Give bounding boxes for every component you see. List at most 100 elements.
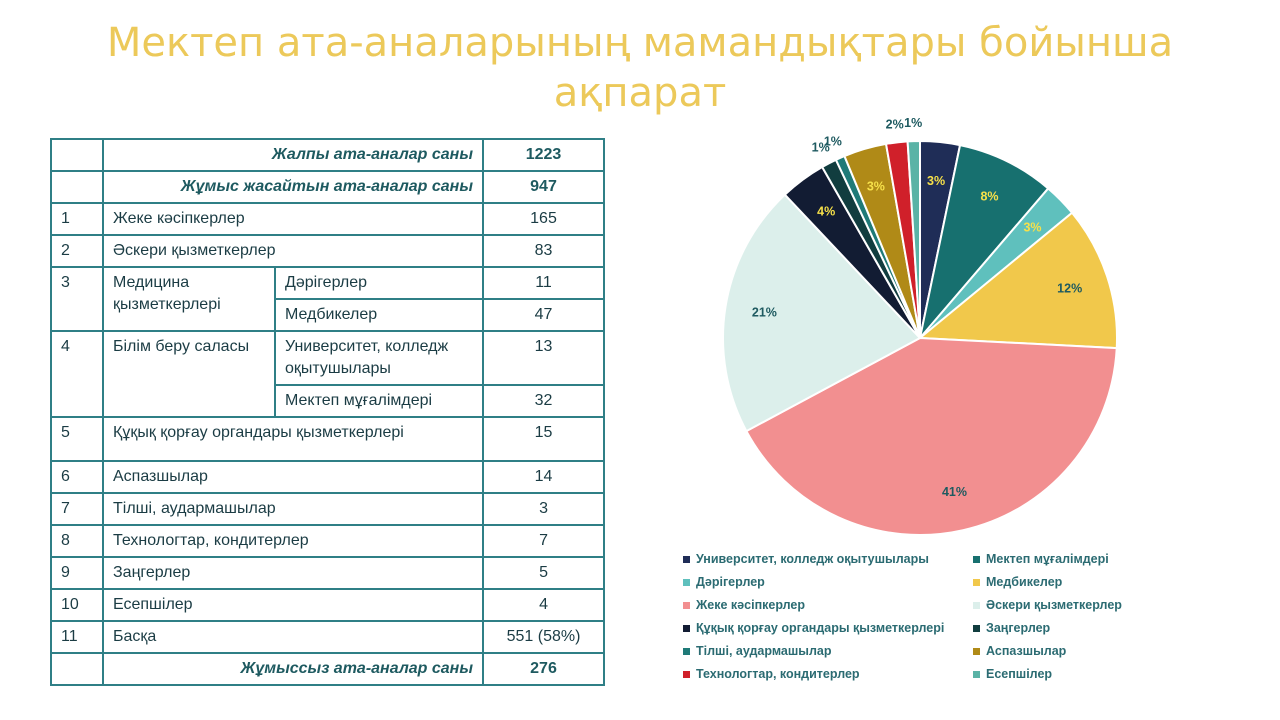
row-value: 14: [482, 460, 606, 494]
legend-item: Аспазшылар: [973, 640, 1173, 662]
row-value: 5: [482, 556, 606, 590]
unemployed-parents-label: Жұмыссыз ата-аналар саны: [101, 652, 485, 686]
total-parents-value: 1223: [482, 138, 606, 172]
row-number: 4: [50, 330, 104, 418]
legend-item: Мектеп мұғалімдері: [973, 548, 1173, 570]
pie-slice-data-label: 12%: [1057, 282, 1082, 296]
pie-slice: [917, 211, 1118, 350]
table-row: 4 Білім беру саласы Университет, колледж…: [50, 330, 606, 418]
pie-slice-data-label: 1%: [812, 140, 830, 154]
table-row: Мектеп мұғалімдері 32: [51, 384, 606, 418]
working-parents-value: 947: [482, 170, 606, 204]
pie-slice-data-label: 4%: [817, 204, 835, 218]
table-row: 9 Заңгерлер 5: [50, 556, 606, 590]
table-cell-empty: [50, 170, 104, 204]
row-value: 47: [482, 298, 606, 332]
legend-swatch: [973, 601, 980, 609]
professions-table: Жалпы ата-аналар саны 1223 Жұмыс жасайты…: [50, 138, 606, 686]
pie-slice-data-label: 1%: [824, 135, 842, 149]
chart-legend: Университет, колледж оқытушылары Мектеп м…: [683, 548, 1183, 685]
row-value: 83: [482, 234, 606, 268]
row-value: 165: [482, 202, 606, 236]
pie-slice-data-label: 41%: [942, 485, 967, 499]
table-cell-empty: [50, 652, 104, 686]
row-sublabel: Дәрігерлер: [273, 266, 485, 300]
row-sublabel: Мектеп мұғалімдері: [273, 384, 485, 418]
row-number: 9: [50, 556, 104, 590]
pie-chart: 3%8%3%12%41%21%4%1%1%3%2% 1%: [722, 118, 1118, 536]
pie-slice: [906, 139, 921, 339]
row-label: Заңгерлер: [101, 556, 485, 590]
row-label: Басқа: [101, 620, 485, 654]
legend-label: Технологтар, кондитерлер: [696, 667, 860, 681]
legend-label: Құқық қорғау органдары қызметкерлері: [696, 621, 945, 635]
table-row: 6 Аспазшылар 14: [50, 460, 606, 494]
table-row: 10 Есепшілер 4: [50, 588, 606, 622]
legend-label: Жеке кәсіпкерлер: [696, 598, 806, 612]
legend-label: Әскери қызметкерлер: [986, 598, 1122, 612]
row-label: Есепшілер: [101, 588, 485, 622]
pie-slice: [919, 143, 1050, 339]
row-value: 15: [482, 416, 606, 462]
table-row: Медбикелер 47: [51, 298, 606, 332]
row-label: Тілші, аудармашылар: [101, 492, 485, 526]
row-number: 5: [50, 416, 104, 462]
working-parents-label: Жұмыс жасайтын ата-аналар саны: [101, 170, 485, 204]
row-number: 10: [50, 588, 104, 622]
table-row: 8 Технологтар, кондитерлер 7: [50, 524, 606, 558]
row-number: 8: [50, 524, 104, 558]
legend-swatch: [683, 578, 690, 586]
page-title: Мектеп ата-аналарының мамандықтары бойын…: [106, 20, 1174, 116]
total-parents-label: Жалпы ата-аналар саны: [101, 138, 485, 172]
legend-label: Тілші, аудармашылар: [696, 644, 832, 658]
table-row-unemployed: Жұмыссыз ата-аналар саны 276: [50, 652, 606, 686]
unemployed-parents-value: 276: [482, 652, 606, 686]
row-value: 551 (58%): [482, 620, 606, 654]
row-value: 11: [482, 266, 606, 300]
legend-swatch: [683, 555, 690, 563]
table-row: 3 Медицина қызметкерлері Дәрігерлер 11: [50, 266, 606, 332]
pie-slice-data-label: 3%: [867, 180, 885, 194]
legend-item: Дәрігерлер: [683, 571, 973, 593]
legend-item: Жеке кәсіпкерлер: [683, 594, 973, 616]
row-number: 7: [50, 492, 104, 526]
row-number: 2: [50, 234, 104, 268]
row-number: 6: [50, 460, 104, 494]
legend-label: Дәрігерлер: [696, 575, 765, 589]
row-label: Құқық қорғау органдары қызметкерлері: [101, 416, 485, 462]
row-label: Технологтар, кондитерлер: [101, 524, 485, 558]
table-cell-empty: [50, 138, 104, 172]
legend-item: Есепшілер: [973, 663, 1173, 685]
table-row: 11 Басқа 551 (58%): [50, 620, 606, 654]
row-value: 32: [482, 384, 606, 418]
legend-item: Университет, колледж оқытушылары: [683, 548, 973, 570]
row-sublabel: Университет, колледж оқытушылары: [273, 330, 485, 386]
row-value: 7: [482, 524, 606, 558]
pie-slice-data-label: 3%: [927, 174, 945, 188]
legend-label: Медбикелер: [986, 575, 1063, 589]
row-value: 4: [482, 588, 606, 622]
row-label: Жеке кәсіпкерлер: [101, 202, 485, 236]
legend-item: Технологтар, кондитерлер: [683, 663, 973, 685]
row-number: 11: [50, 620, 104, 654]
row-label: Білім беру саласы: [102, 330, 276, 418]
pie-slice: [745, 336, 1118, 536]
table-row: 7 Тілші, аудармашылар 3: [50, 492, 606, 526]
pie-slice-data-label: 21%: [752, 306, 777, 320]
legend-label: Заңгерлер: [986, 621, 1051, 635]
row-value: 13: [482, 330, 606, 386]
legend-swatch: [683, 670, 690, 678]
legend-swatch: [683, 624, 690, 632]
pie-slice-data-label: 1%: [904, 118, 922, 130]
row-sublabel: Медбикелер: [273, 298, 485, 332]
row-label: Әскери қызметкерлер: [101, 234, 485, 268]
table-row: 5 Құқық қорғау органдары қызметкерлері 1…: [50, 416, 606, 462]
legend-label: Мектеп мұғалімдері: [986, 552, 1109, 566]
legend-item: Әскери қызметкерлер: [973, 594, 1173, 616]
pie-slice-data-label: 8%: [980, 190, 998, 204]
pie-slice-data-label: 3%: [1023, 221, 1041, 235]
legend-label: Есепшілер: [986, 667, 1053, 681]
legend-swatch: [973, 578, 980, 586]
row-label: Аспазшылар: [101, 460, 485, 494]
legend-item: Тілші, аудармашылар: [683, 640, 973, 662]
